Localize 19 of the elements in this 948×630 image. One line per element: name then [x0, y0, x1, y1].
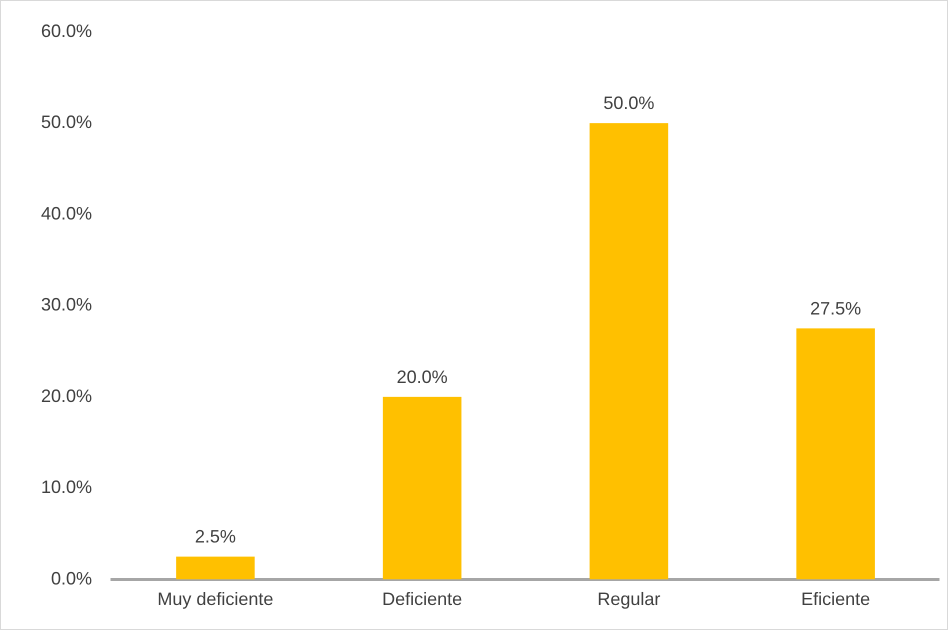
- data-label: 27.5%: [810, 298, 862, 318]
- y-tick-label: 0.0%: [51, 568, 92, 588]
- y-tick-label: 60.0%: [40, 20, 92, 41]
- y-tick-label: 20.0%: [40, 386, 92, 406]
- bar: [796, 328, 875, 580]
- bar: [590, 123, 668, 580]
- data-label: 2.5%: [194, 526, 236, 547]
- bar: [176, 556, 255, 580]
- y-tick-label: 40.0%: [40, 203, 92, 224]
- y-tick-label: 50.0%: [40, 112, 92, 132]
- x-tick-label: Eficiente: [801, 589, 870, 610]
- y-tick-label: 10.0%: [40, 477, 92, 498]
- data-label: 20.0%: [396, 366, 448, 387]
- x-tick-label: Muy deficiente: [157, 589, 274, 610]
- y-tick-label: 30.0%: [40, 294, 92, 315]
- data-label: 50.0%: [603, 93, 654, 114]
- x-tick-label: Regular: [597, 589, 660, 610]
- x-tick-label: Deficiente: [382, 589, 462, 610]
- bar: [382, 396, 462, 580]
